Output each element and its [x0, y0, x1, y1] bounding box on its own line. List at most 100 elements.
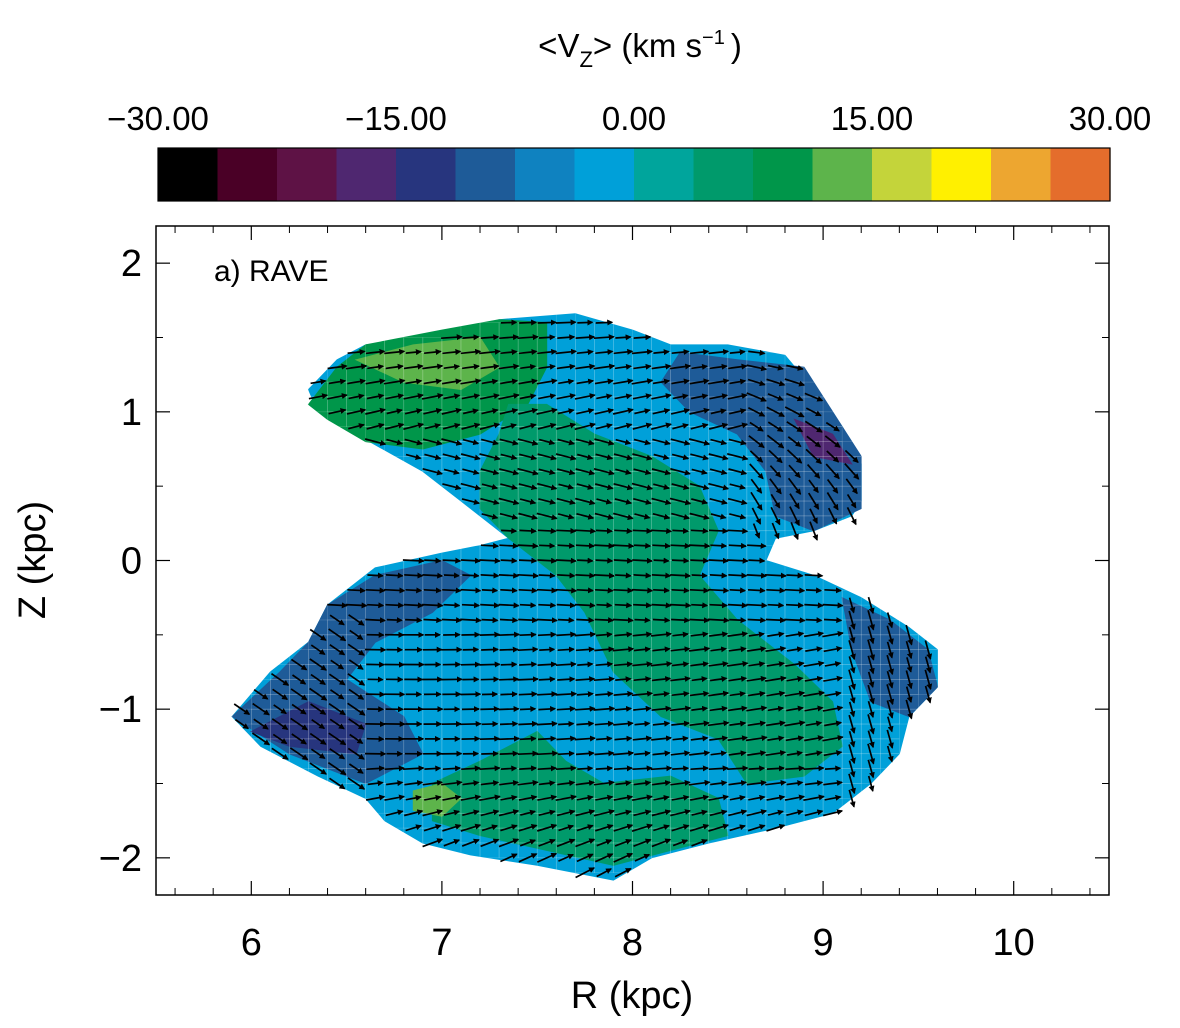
- velocity-arrow: [672, 393, 689, 400]
- plot-area: [231, 307, 939, 881]
- velocity-arrow: [787, 436, 802, 448]
- velocity-arrow: [613, 348, 634, 355]
- velocity-arrow: [273, 704, 287, 715]
- velocity-arrow: [538, 809, 556, 817]
- velocity-arrow: [766, 434, 785, 449]
- velocity-arrow: [765, 675, 787, 682]
- velocity-arrow: [367, 572, 384, 579]
- velocity-arrow: [748, 631, 765, 638]
- velocity-arrow: [748, 794, 766, 801]
- velocity-arrow: [404, 572, 424, 579]
- velocity-arrow: [729, 690, 746, 697]
- velocity-arrow: [867, 626, 875, 645]
- velocity-arrow: [612, 512, 634, 521]
- velocity-arrow: [480, 572, 500, 579]
- velocity-arrow: [537, 661, 557, 668]
- velocity-arrow: [536, 823, 558, 832]
- colorbar-swatch: [217, 148, 278, 201]
- velocity-arrow: [746, 602, 768, 609]
- velocity-arrow: [327, 363, 348, 370]
- velocity-arrow: [786, 421, 804, 433]
- velocity-arrow: [253, 718, 269, 730]
- velocity-arrow: [747, 542, 767, 549]
- velocity-arrow: [575, 780, 595, 786]
- velocity-arrow: [708, 348, 730, 355]
- velocity-arrow: [576, 853, 594, 863]
- velocity-arrow: [481, 513, 499, 520]
- velocity-arrow: [595, 631, 613, 638]
- velocity-arrow: [576, 453, 594, 461]
- velocity-arrow: [653, 557, 670, 564]
- velocity-arrow: [728, 468, 748, 476]
- velocity-arrow: [594, 407, 615, 415]
- colorbar-swatch: [872, 148, 933, 201]
- velocity-arrow: [651, 393, 672, 400]
- velocity-arrow: [688, 542, 711, 549]
- velocity-arrow: [845, 478, 858, 495]
- velocity-arrow: [689, 823, 710, 832]
- velocity-arrow: [403, 422, 425, 431]
- velocity-arrow: [594, 617, 615, 624]
- velocity-arrow: [460, 557, 481, 564]
- velocity-arrow: [271, 718, 289, 730]
- velocity-arrow: [498, 809, 520, 817]
- x-axis-label: R (kpc): [571, 975, 693, 1017]
- velocity-arrow: [499, 617, 519, 624]
- velocity-arrow: [556, 393, 576, 400]
- velocity-arrow: [824, 765, 842, 772]
- velocity-arrow: [826, 450, 840, 463]
- velocity-arrow: [461, 422, 481, 430]
- velocity-arrow: [479, 557, 501, 564]
- velocity-arrow: [481, 408, 499, 415]
- velocity-arrow: [367, 602, 385, 609]
- velocity-arrow: [844, 463, 860, 480]
- velocity-arrow: [556, 705, 576, 712]
- velocity-arrow: [766, 823, 786, 832]
- velocity-arrow: [309, 658, 327, 671]
- velocity-arrow: [729, 513, 747, 520]
- velocity-arrow: [481, 617, 499, 624]
- velocity-arrow: [746, 364, 768, 372]
- velocity-arrow: [422, 809, 444, 817]
- velocity-arrow: [327, 761, 347, 776]
- velocity-arrow: [633, 363, 652, 370]
- velocity-arrow: [518, 587, 538, 594]
- velocity-arrow: [824, 794, 842, 801]
- velocity-arrow: [310, 644, 326, 656]
- velocity-arrow: [728, 675, 748, 682]
- y-tick-label: −2: [99, 838, 142, 880]
- velocity-arrow: [669, 363, 692, 370]
- velocity-arrow: [593, 334, 615, 341]
- velocity-arrow: [329, 777, 346, 790]
- velocity-arrow: [557, 617, 575, 624]
- velocity-arrow: [633, 705, 652, 712]
- velocity-arrow: [652, 646, 671, 653]
- velocity-arrow: [651, 631, 673, 638]
- velocity-arrow: [708, 482, 730, 491]
- velocity-arrow: [750, 491, 763, 511]
- velocity-arrow: [689, 407, 710, 415]
- velocity-arrow: [708, 690, 730, 697]
- velocity-arrow: [480, 780, 500, 787]
- velocity-arrow: [613, 794, 634, 801]
- velocity-arrow: [748, 765, 766, 772]
- velocity-arrow: [327, 393, 348, 400]
- velocity-arrow: [710, 438, 728, 446]
- velocity-arrow: [595, 587, 614, 594]
- velocity-arrow: [460, 617, 482, 624]
- velocity-arrow: [442, 453, 462, 461]
- velocity-arrow: [556, 735, 577, 742]
- velocity-arrow: [729, 720, 747, 727]
- velocity-arrow: [805, 646, 823, 653]
- velocity-arrow: [500, 483, 518, 490]
- velocity-arrow: [349, 629, 364, 640]
- velocity-arrow: [364, 438, 387, 446]
- velocity-arrow: [786, 780, 804, 787]
- velocity-arrow: [460, 453, 481, 461]
- velocity-arrow: [768, 449, 783, 464]
- velocity-arrow: [328, 673, 346, 686]
- velocity-arrow: [556, 631, 577, 638]
- velocity-arrow: [690, 527, 709, 534]
- velocity-arrow: [442, 557, 462, 564]
- velocity-arrow: [405, 587, 423, 594]
